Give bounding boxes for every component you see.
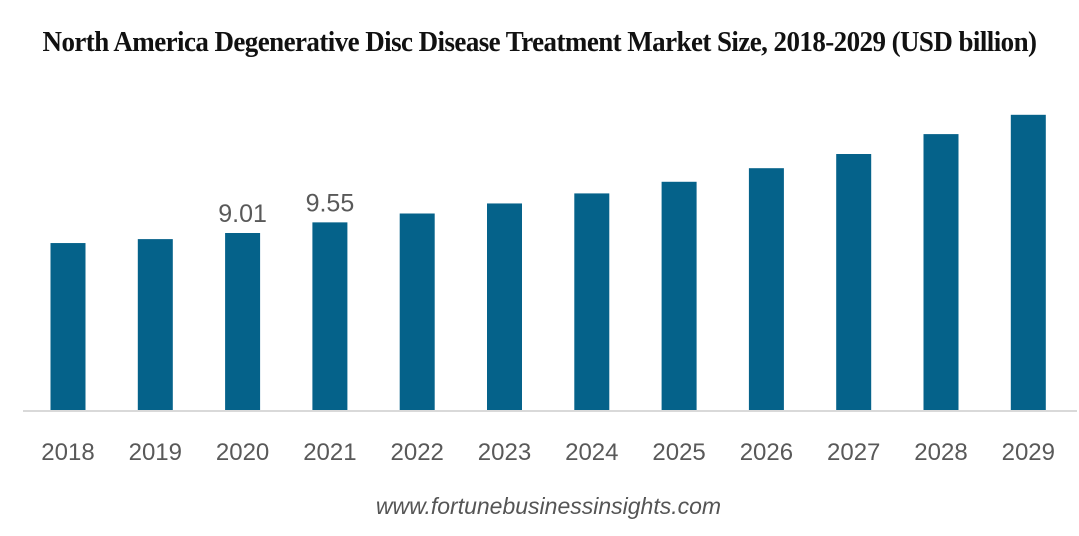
- bar-2019: [137, 239, 173, 411]
- source-footer: www.fortunebusinessinsights.com: [375, 493, 722, 519]
- x-tick-label-2018: 2018: [41, 439, 94, 466]
- x-tick-label-2027: 2027: [827, 439, 880, 466]
- bar-2029: [1010, 114, 1046, 411]
- bar-2018: [50, 243, 86, 411]
- x-tick-label-2028: 2028: [914, 439, 967, 466]
- x-tick-label-2026: 2026: [740, 439, 793, 466]
- bar-2020: [225, 233, 261, 411]
- bar-2028: [923, 134, 959, 411]
- bar-2022: [399, 213, 435, 411]
- x-tick-label-2023: 2023: [478, 439, 531, 466]
- bar-2025: [661, 181, 697, 411]
- x-tick-label-2019: 2019: [129, 439, 182, 466]
- x-tick-label-2025: 2025: [652, 439, 705, 466]
- chart-title: North America Degenerative Disc Disease …: [42, 26, 1037, 58]
- bar-2024: [574, 193, 610, 411]
- x-tick-label-2024: 2024: [565, 439, 618, 466]
- bar-2027: [836, 154, 872, 411]
- bar-2026: [748, 168, 784, 411]
- x-tick-label-2021: 2021: [303, 439, 356, 466]
- x-tick-label-2022: 2022: [391, 439, 444, 466]
- x-tick-label-2020: 2020: [216, 439, 269, 466]
- data-label-2021: 9.55: [306, 189, 355, 217]
- x-tick-label-2029: 2029: [1002, 439, 1055, 466]
- bar-2023: [487, 203, 522, 411]
- bar-2021: [312, 222, 348, 411]
- data-label-2020: 9.01: [218, 200, 267, 228]
